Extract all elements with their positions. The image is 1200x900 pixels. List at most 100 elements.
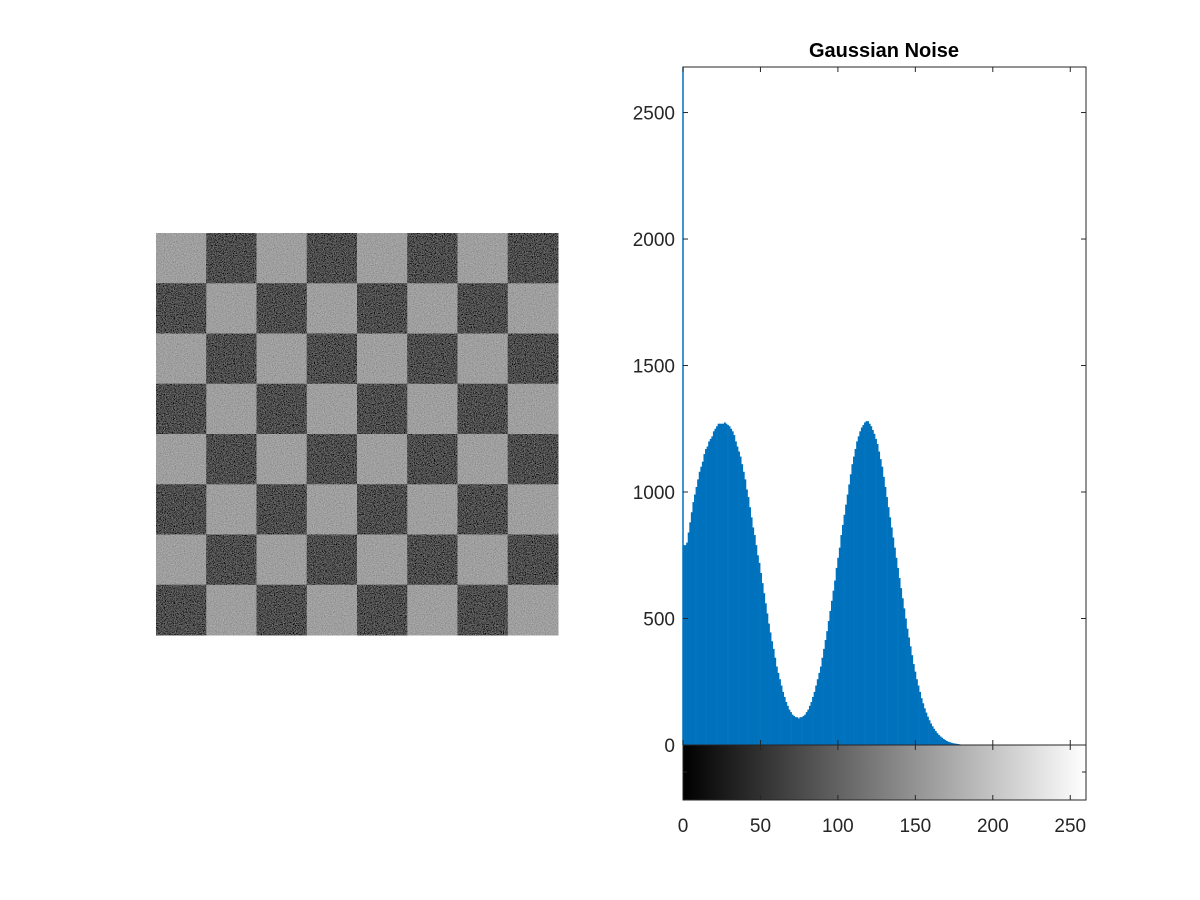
checker-cell-light — [306, 584, 358, 636]
histogram-bar — [804, 714, 807, 745]
histogram-bar — [930, 723, 933, 745]
histogram-bar — [711, 436, 714, 745]
checker-cell-dark — [507, 333, 559, 385]
x-tick-label: 150 — [900, 816, 932, 837]
histogram-bar — [917, 685, 920, 745]
checker-cell-dark — [507, 233, 559, 284]
histogram-bar — [900, 588, 903, 745]
histogram-bar — [741, 464, 744, 745]
histogram-bar — [763, 593, 766, 745]
histogram-bar — [705, 449, 707, 745]
checker-cell-dark — [457, 283, 509, 334]
checker-cell-light — [457, 333, 509, 385]
x-tick-label: 200 — [977, 816, 1009, 837]
histogram-bar — [727, 424, 729, 745]
checker-cell-light — [256, 333, 308, 385]
histogram-bar — [716, 426, 718, 745]
chart-title: Gaussian Noise — [809, 40, 959, 62]
histogram-bar — [684, 545, 687, 745]
checker-cell-dark — [357, 584, 408, 636]
histogram-bar — [758, 562, 761, 745]
checker-cell-light — [507, 584, 559, 636]
histogram-bar — [906, 628, 909, 745]
histogram-bar — [816, 679, 819, 745]
histogram-bar — [953, 743, 956, 745]
histogram-bar — [764, 603, 767, 745]
histogram-bar — [692, 502, 695, 745]
histogram-bar — [830, 600, 833, 745]
checker-cell-dark — [256, 283, 308, 334]
histogram-bar — [897, 567, 899, 745]
histogram-bar — [813, 691, 816, 745]
checker-cell-light — [407, 283, 458, 334]
histogram-bar — [876, 443, 879, 745]
checker-cell-light — [507, 383, 559, 435]
histogram-bar — [909, 646, 912, 745]
histogram-bar — [749, 507, 751, 745]
histogram-bar — [774, 657, 777, 745]
histogram-bar — [700, 466, 703, 745]
histogram-bar — [947, 741, 950, 745]
checker-cell-dark — [206, 333, 257, 385]
histogram-bar — [779, 679, 781, 745]
histogram-bar — [868, 423, 871, 745]
histogram-bar — [878, 451, 881, 745]
histogram-bar — [786, 705, 789, 745]
histogram-bar — [728, 426, 731, 745]
checker-cell-light — [357, 233, 408, 284]
histogram-bar — [840, 535, 843, 745]
checker-cell-dark — [457, 484, 509, 535]
y-axis-ticks: 0 500 1000 1500 2000 2500 — [633, 104, 1086, 757]
histogram-bar — [783, 696, 786, 745]
histogram-bar — [698, 471, 701, 745]
histogram-bar — [708, 441, 711, 745]
histogram-bar — [744, 479, 747, 745]
histogram-bar — [865, 421, 868, 745]
checker-cell-dark — [407, 233, 458, 284]
histogram-bar — [887, 507, 890, 745]
histogram-bar — [824, 640, 827, 745]
checker-cell-light — [206, 484, 257, 535]
histogram-bar — [955, 743, 958, 745]
checker-cell-dark — [256, 383, 308, 435]
histogram-bar — [908, 637, 910, 745]
histogram-bar — [799, 717, 802, 745]
x-tick-label: 100 — [822, 816, 854, 837]
histogram-bar — [697, 479, 700, 745]
histogram-bar — [837, 557, 840, 745]
x-tick-label: 50 — [750, 816, 771, 837]
y-tick-label: 1000 — [633, 483, 675, 504]
checker-cell-light — [507, 283, 559, 334]
histogram-bar — [936, 733, 939, 745]
checker-cell-dark — [407, 534, 458, 586]
histogram-bar — [873, 433, 876, 745]
histogram-bar — [750, 517, 753, 745]
histogram-bar — [686, 542, 689, 745]
histogram-bar — [690, 512, 693, 745]
histogram-bar — [890, 527, 893, 745]
histogram-bar — [938, 734, 940, 745]
histogram-bar — [912, 664, 915, 745]
histogram-bar — [832, 590, 835, 745]
histogram-bar — [752, 527, 755, 745]
histogram-bar — [709, 438, 712, 745]
histogram-bar — [901, 598, 904, 745]
checker-cell-dark — [507, 534, 559, 586]
histogram-bar — [791, 714, 794, 745]
histogram-bar — [745, 489, 748, 745]
histogram-bar — [882, 476, 885, 745]
histogram-bar — [769, 632, 772, 745]
histogram-bar — [714, 428, 717, 745]
x-tick-label: 0 — [678, 816, 689, 837]
histogram-bar — [842, 524, 844, 745]
histogram-axes: 0 500 1000 1500 2000 2500 Gaussian Noise — [633, 40, 1087, 757]
histogram-bar — [805, 712, 808, 745]
histogram-bar — [945, 740, 948, 745]
histogram-bar — [694, 494, 696, 745]
checker-cell-light — [507, 484, 559, 535]
histogram-bar — [722, 423, 725, 745]
checker-cell-dark — [256, 584, 308, 636]
histogram-bar — [914, 671, 917, 745]
histogram-bar — [903, 608, 906, 745]
